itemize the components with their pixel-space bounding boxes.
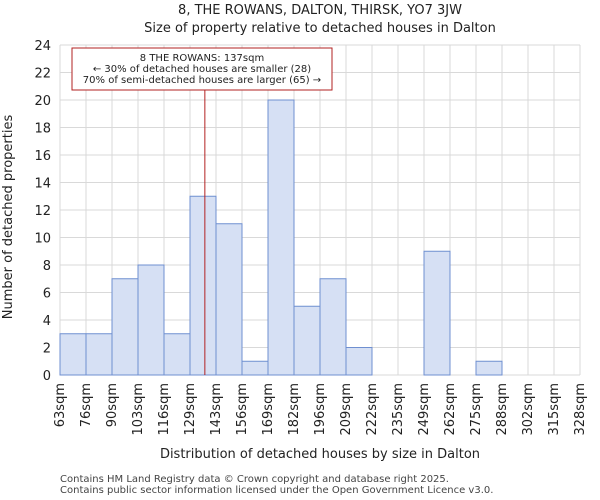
histogram-bar bbox=[189, 195, 217, 376]
x-tick-label: 235sqm bbox=[391, 383, 406, 436]
y-tick-label: 8 bbox=[43, 259, 51, 274]
chart-title-line2: Size of property relative to detached ho… bbox=[144, 21, 496, 36]
footer-line1: Contains HM Land Registry data © Crown c… bbox=[60, 474, 449, 485]
x-tick-label: 90sqm bbox=[105, 383, 120, 427]
y-tick-label: 12 bbox=[34, 204, 51, 219]
annotation-line1: 8 THE ROWANS: 137sqm bbox=[140, 53, 264, 64]
x-tick-label: 209sqm bbox=[339, 383, 354, 436]
x-tick-label: 288sqm bbox=[495, 383, 510, 436]
histogram-bar bbox=[111, 278, 139, 376]
y-tick-label: 20 bbox=[34, 94, 51, 109]
histogram-bar bbox=[345, 347, 373, 376]
x-tick-label: 328sqm bbox=[573, 383, 588, 436]
x-tick-label: 275sqm bbox=[469, 383, 484, 436]
y-axis-label: Number of detached properties bbox=[1, 115, 16, 320]
x-tick-label: 129sqm bbox=[183, 383, 198, 436]
histogram-bar bbox=[293, 305, 321, 376]
x-tick-label: 182sqm bbox=[287, 383, 302, 436]
y-tick-label: 6 bbox=[43, 287, 51, 302]
histogram-bar bbox=[85, 333, 113, 376]
y-tick-label: 16 bbox=[34, 149, 51, 164]
annotation-line3: 70% of semi-detached houses are larger (… bbox=[83, 75, 321, 86]
y-tick-label: 10 bbox=[34, 232, 51, 247]
x-tick-label: 315sqm bbox=[547, 383, 562, 436]
histogram-bar bbox=[59, 333, 87, 376]
footer-line2: Contains public sector information licen… bbox=[60, 485, 494, 496]
histogram-bar bbox=[475, 360, 503, 376]
y-tick-label: 22 bbox=[34, 67, 51, 82]
x-tick-label: 156sqm bbox=[235, 383, 250, 436]
histogram-bar bbox=[137, 264, 165, 376]
x-tick-label: 196sqm bbox=[313, 383, 328, 436]
x-tick-label: 222sqm bbox=[365, 383, 380, 436]
annotation-box bbox=[71, 47, 333, 91]
y-tick-label: 14 bbox=[34, 177, 51, 192]
x-tick-label: 103sqm bbox=[131, 383, 146, 436]
x-tick-label: 169sqm bbox=[261, 383, 276, 436]
histogram-bar bbox=[163, 333, 191, 376]
y-tick-label: 0 bbox=[43, 369, 51, 384]
y-tick-label: 24 bbox=[34, 39, 51, 54]
histogram-chart: 8, THE ROWANS, DALTON, THIRSK, YO7 3JW S… bbox=[1, 3, 588, 462]
histogram-bar bbox=[241, 360, 269, 376]
x-tick-label: 116sqm bbox=[157, 383, 172, 436]
histogram-bar bbox=[267, 99, 295, 376]
x-tick-label: 249sqm bbox=[417, 383, 432, 436]
y-tick-label: 2 bbox=[43, 342, 51, 357]
x-tick-label: 63sqm bbox=[53, 383, 68, 427]
histogram-bar bbox=[215, 223, 243, 376]
histogram-bar bbox=[423, 250, 451, 376]
x-axis-label: Distribution of detached houses by size … bbox=[160, 447, 480, 462]
y-tick-label: 18 bbox=[34, 122, 51, 137]
x-tick-label: 262sqm bbox=[443, 383, 458, 436]
x-tick-label: 143sqm bbox=[209, 383, 224, 436]
histogram-bar bbox=[319, 278, 347, 376]
chart-title-line1: 8, THE ROWANS, DALTON, THIRSK, YO7 3JW bbox=[178, 3, 462, 18]
y-tick-label: 4 bbox=[43, 314, 51, 329]
x-tick-label: 76sqm bbox=[79, 383, 94, 427]
x-tick-label: 302sqm bbox=[521, 383, 536, 436]
annotation-line2: ← 30% of detached houses are smaller (28… bbox=[93, 64, 311, 75]
